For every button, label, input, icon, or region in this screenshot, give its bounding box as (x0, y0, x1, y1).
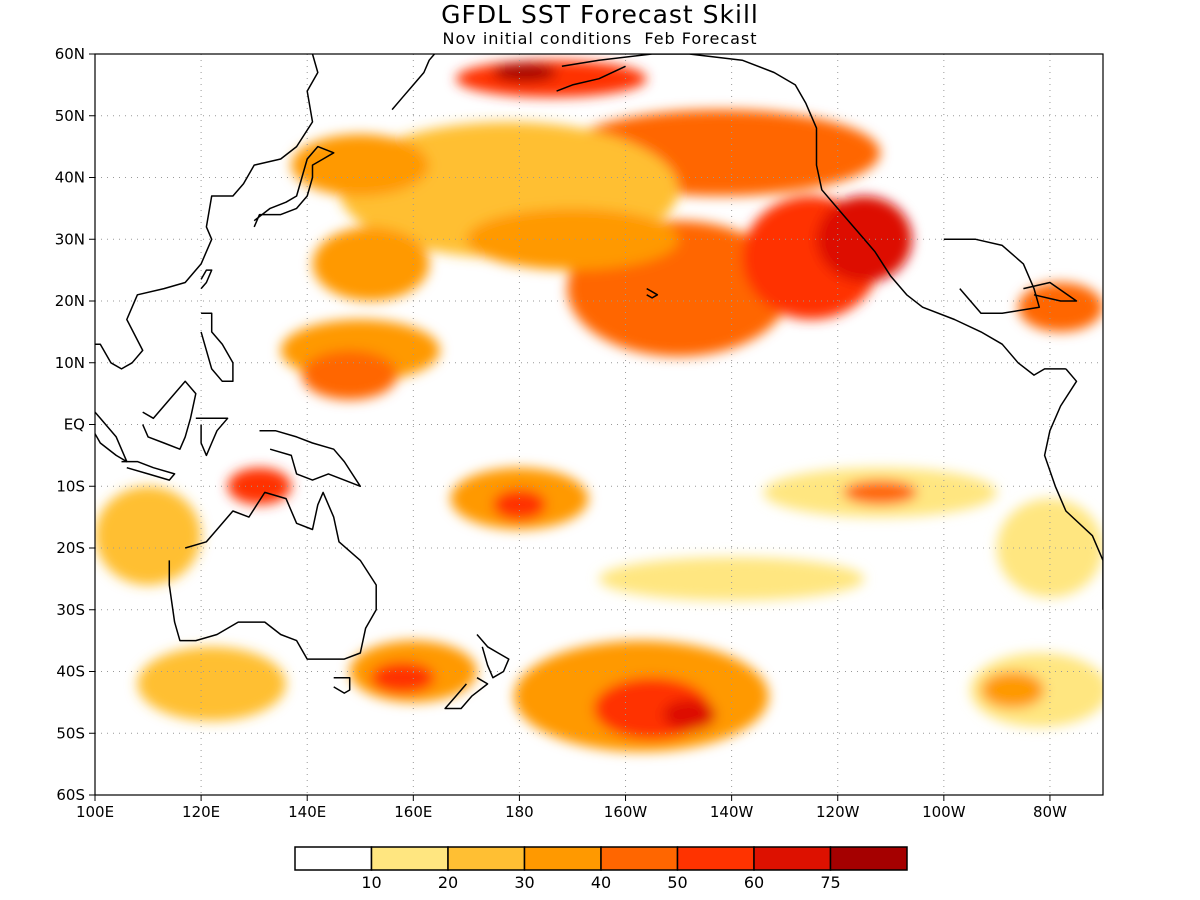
coastline-tasmania (333, 676, 351, 694)
coastline-new-zealand-north (476, 634, 510, 679)
lon-label: 100E (76, 803, 114, 821)
lat-label: 20N (55, 292, 85, 310)
colorbar-swatch (600, 846, 679, 871)
colorbar-label: 50 (667, 873, 687, 892)
colorbar-label: 60 (744, 873, 764, 892)
lat-label: 20S (56, 539, 85, 557)
colorbar-label: 30 (514, 873, 534, 892)
colorbar-label: 10 (361, 873, 381, 892)
lat-label: EQ (64, 416, 85, 434)
skill-region (662, 699, 716, 731)
skill-shading (95, 60, 1103, 752)
coastline-borneo (142, 380, 197, 450)
coastline-alaska-peninsula (556, 65, 626, 92)
coastline-asia-east (95, 54, 319, 370)
coastline-kamchatka (391, 54, 436, 111)
lon-label: 120E (182, 803, 220, 821)
colorbar-swatch (676, 846, 755, 871)
colorbar-swatch (523, 846, 602, 871)
longitude-labels: 100E 120E 140E 160E 180 160W 140W 120W 100W 80W (76, 795, 1067, 821)
lon-label: 180 (505, 803, 534, 821)
lon-label: 100W (922, 803, 966, 821)
lon-label: 140E (288, 803, 326, 821)
lat-label: 40N (55, 169, 85, 187)
page-subtitle: Nov initial conditions Feb Forecast (442, 29, 758, 48)
colorbar-label: 75 (820, 873, 840, 892)
lat-label: 50S (56, 724, 85, 742)
latitude-labels: 60N 50N 40N 30N 20N 10N EQ 10S 20S 30S 40S 50S 60S (55, 45, 95, 804)
coastline-japan (253, 145, 335, 228)
coastline-mexico-gulf (943, 238, 1041, 315)
skill-region (137, 646, 286, 721)
skill-region (492, 63, 557, 82)
lon-label: 160W (604, 803, 648, 821)
coastline-cuba (1023, 281, 1078, 302)
colorbar-swatch (447, 846, 526, 871)
skill-region (599, 557, 865, 601)
skill-region (312, 226, 430, 301)
lon-label: 120W (816, 803, 860, 821)
coastline-australia (168, 491, 377, 660)
page-title: GFDL SST Forecast Skill (441, 0, 759, 29)
colorbar: 10 20 30 40 50 60 75 (294, 846, 908, 892)
colorbar-swatch (829, 846, 908, 871)
coastline-south-america (1043, 368, 1103, 610)
lat-label: 30N (55, 230, 85, 248)
coastline-north-america (561, 54, 1066, 376)
colorbar-swatch (294, 846, 373, 871)
lon-label: 140W (710, 803, 754, 821)
lat-label: 10S (56, 477, 85, 495)
lon-label: 160E (394, 803, 432, 821)
colorbar-label: 40 (591, 873, 611, 892)
lat-label: 40S (56, 663, 85, 681)
skill-region (370, 662, 435, 694)
coastline-sulawesi (195, 417, 229, 457)
colorbar-swatch (753, 846, 832, 871)
gridlines (95, 54, 1103, 795)
skill-region (455, 60, 647, 98)
lat-label: 60N (55, 45, 85, 63)
lat-label: 30S (56, 601, 85, 619)
skill-region (301, 350, 398, 400)
coastlines (95, 54, 1103, 710)
coastline-philippines (200, 312, 234, 383)
lat-label: 50N (55, 107, 85, 125)
coastline-new-guinea (259, 429, 362, 488)
coastline-new-zealand-south (444, 677, 489, 710)
lon-label: 80W (1033, 803, 1067, 821)
colorbar-label: 20 (438, 873, 458, 892)
skill-region (1018, 282, 1103, 332)
coastline-hawaii (646, 287, 659, 299)
skill-region (843, 480, 918, 505)
colorbar-swatch (370, 846, 449, 871)
coastline-java (121, 460, 176, 481)
lat-label: 10N (55, 354, 85, 372)
skill-region (466, 208, 679, 271)
skill-region (95, 486, 202, 586)
lat-label: 60S (56, 786, 85, 804)
skill-region (980, 671, 1045, 709)
coastline-taiwan (200, 269, 213, 290)
